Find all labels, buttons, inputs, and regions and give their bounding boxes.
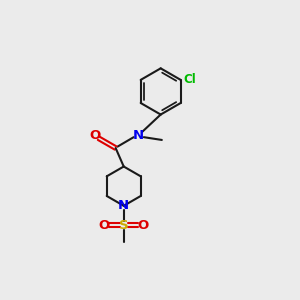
Text: O: O <box>98 219 110 232</box>
Text: N: N <box>118 199 129 212</box>
Text: O: O <box>138 219 149 232</box>
Text: O: O <box>89 129 100 142</box>
Text: Cl: Cl <box>183 73 196 86</box>
Text: N: N <box>133 129 144 142</box>
Text: S: S <box>119 219 128 232</box>
